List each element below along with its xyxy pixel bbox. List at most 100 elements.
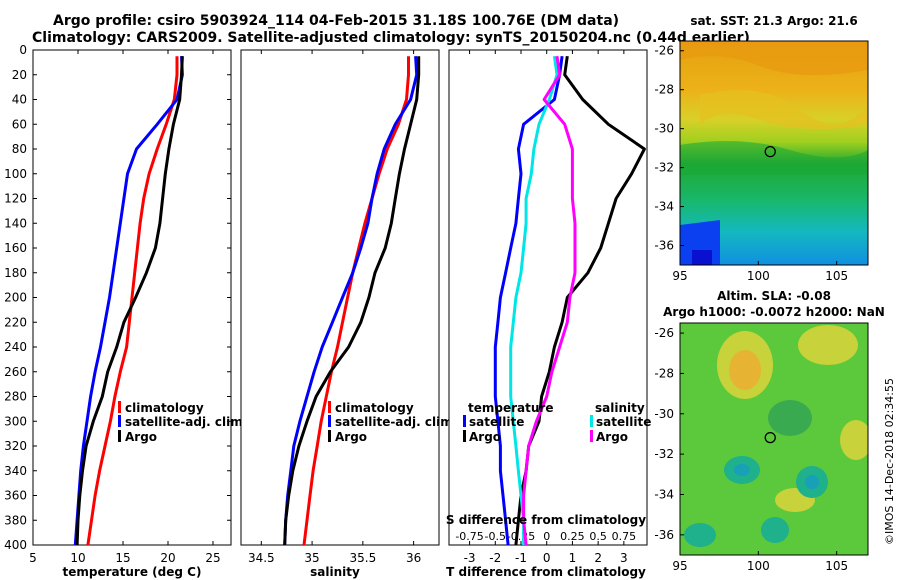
argo-position-marker [764, 431, 776, 444]
salinity-tick-labels: 34.5 35 35.5 36 [248, 50, 421, 565]
temperature-tick-labels: 5 10 15 20 25 [29, 50, 221, 565]
lon-tick-label: 105 [825, 269, 848, 283]
depth-tick-label: 160 [4, 241, 27, 255]
sla-high-2 [798, 325, 858, 365]
legend-argo: Argo [125, 430, 157, 444]
legend-t-argo: Argo [469, 430, 501, 444]
s-diff-tick-label: 0.25 [560, 530, 585, 543]
legend-swatch-s-satellite [590, 415, 593, 427]
sst-map-title: sat. SST: 21.3 Argo: 21.6 [690, 14, 857, 28]
sla-low-1-core [734, 464, 750, 476]
difference-panel: -3 -2 -1 0 1 2 3 -0.75 -0.5 -0.25 0 0.25 0.5 0.75 T … [446, 49, 651, 579]
legend-swatch-t-argo [463, 430, 466, 442]
sst-map: sat. SST: 21.3 Argo: 21.6 -26 -28 -30 -32 -3… [654, 14, 869, 283]
series-line-salinity-argo [522, 55, 577, 546]
s-difference-tick-labels: -0.75 -0.5 -0.25 0 0.25 0.5 0.75 [455, 530, 636, 543]
temperature-xlabel: temperature (deg C) [63, 565, 202, 579]
temperature-legend: climatology satellite-adj. clim. Argo [118, 401, 247, 444]
lat-tick-label: -26 [654, 44, 674, 58]
sst-front [700, 90, 868, 129]
s-diff-tick-label: -0.75 [455, 530, 483, 543]
depth-tick-label: 220 [4, 315, 27, 329]
series-line-argo [75, 56, 184, 546]
depth-tick-label: 200 [4, 291, 27, 305]
sst-lon-tick-labels: 95 100 105 [672, 261, 848, 283]
sst-field [680, 41, 868, 265]
legend-satellite: satellite-adj. clim. [125, 415, 247, 429]
sla-lon-tick-labels: 95 100 105 [672, 551, 848, 573]
sla-map-title: Altim. SLA: -0.08 [717, 289, 831, 303]
lon-tick-label: 100 [747, 559, 770, 573]
lat-tick-label: -36 [654, 239, 674, 253]
x-tick-label: 34.5 [248, 551, 275, 565]
x-tick-label: 2 [594, 551, 602, 565]
depth-tick-label: 120 [4, 192, 27, 206]
legend-swatch-argo [118, 430, 121, 442]
legend-climatology: climatology [335, 401, 414, 415]
depth-tick-label: 140 [4, 216, 27, 230]
legend-s-satellite: satellite [596, 415, 651, 429]
difference-legend: temperature satellite Argo salinity sate… [463, 401, 651, 444]
sla-high-3 [840, 420, 868, 460]
x-tick-label: 35.5 [349, 551, 376, 565]
x-tick-label: 0 [543, 551, 551, 565]
x-tick-label: -3 [464, 551, 476, 565]
lat-tick-label: -28 [654, 366, 674, 380]
sla-map-subtitle: Argo h1000: -0.0072 h2000: NaN [663, 305, 885, 319]
difference-axes-box [448, 49, 648, 546]
x-tick-label: 36 [406, 551, 421, 565]
header-line-1: Argo profile: csiro 5903924_114 04-Feb-2… [53, 13, 619, 29]
legend-swatch-s-argo [590, 430, 593, 442]
sla-low-3 [761, 517, 789, 543]
difference-series [493, 55, 646, 546]
series-line-argo [283, 56, 421, 546]
lon-tick-label: 95 [672, 269, 687, 283]
depth-tick-label: 80 [12, 142, 27, 156]
s-diff-tick-label: -0.5 [485, 530, 506, 543]
lon-tick-label: 95 [672, 559, 687, 573]
sst-green-band [680, 141, 868, 175]
x-tick-label: 25 [205, 551, 220, 565]
lat-tick-label: -26 [654, 326, 674, 340]
x-tick-label: 3 [620, 551, 628, 565]
s-difference-label: S difference from climatology [446, 513, 646, 527]
depth-tick-label: 260 [4, 365, 27, 379]
legend-swatch-climatology [118, 401, 121, 413]
depth-tick-label: 40 [12, 93, 27, 107]
lat-tick-label: -32 [654, 161, 674, 175]
s-diff-tick-label: 0 [543, 530, 550, 543]
sla-field [680, 323, 868, 555]
sla-map: Altim. SLA: -0.08 Argo h1000: -0.0072 h2… [654, 289, 884, 573]
lat-tick-label: -30 [654, 122, 674, 136]
lon-tick-label: 100 [747, 269, 770, 283]
depth-tick-label: 100 [4, 167, 27, 181]
lat-tick-label: -34 [654, 487, 674, 501]
sst-coldest-patch [692, 250, 712, 265]
legend-swatch-satellite [328, 415, 331, 427]
sla-map-frame [679, 322, 869, 556]
t-difference-tick-labels: -3 -2 -1 0 1 2 3 [464, 50, 628, 565]
depth-tick-label: 380 [4, 513, 27, 527]
lat-tick-label: -34 [654, 200, 674, 214]
salinity-legend: climatology satellite-adj. clim. Argo [328, 401, 457, 444]
salinity-xlabel: salinity [310, 565, 360, 579]
sla-low-2-core [805, 475, 819, 489]
legend-climatology: climatology [125, 401, 204, 415]
depth-tick-label: 320 [4, 439, 27, 453]
legend-swatch-argo [328, 430, 331, 442]
sla-low-4 [684, 523, 716, 547]
sst-lat-tick-labels: -26 -28 -30 -32 -34 -36 [654, 44, 684, 253]
depth-tick-label: 280 [4, 390, 27, 404]
lat-tick-label: -28 [654, 83, 674, 97]
series-line-climatology [86, 56, 179, 546]
legend-salinity-heading: salinity [595, 401, 645, 415]
sla-high-1-core [729, 350, 761, 390]
x-tick-label: -1 [515, 551, 527, 565]
legend-s-argo: Argo [596, 430, 628, 444]
sla-lat-tick-labels: -26 -28 -30 -32 -34 -36 [654, 326, 684, 542]
legend-temperature-heading: temperature [468, 401, 553, 415]
depth-tick-label: 180 [4, 266, 27, 280]
depth-tick-label: 240 [4, 340, 27, 354]
legend-swatch-t-satellite [463, 415, 466, 427]
salinity-panel: 34.5 35 35.5 36 salinity climatology satell… [240, 49, 457, 579]
